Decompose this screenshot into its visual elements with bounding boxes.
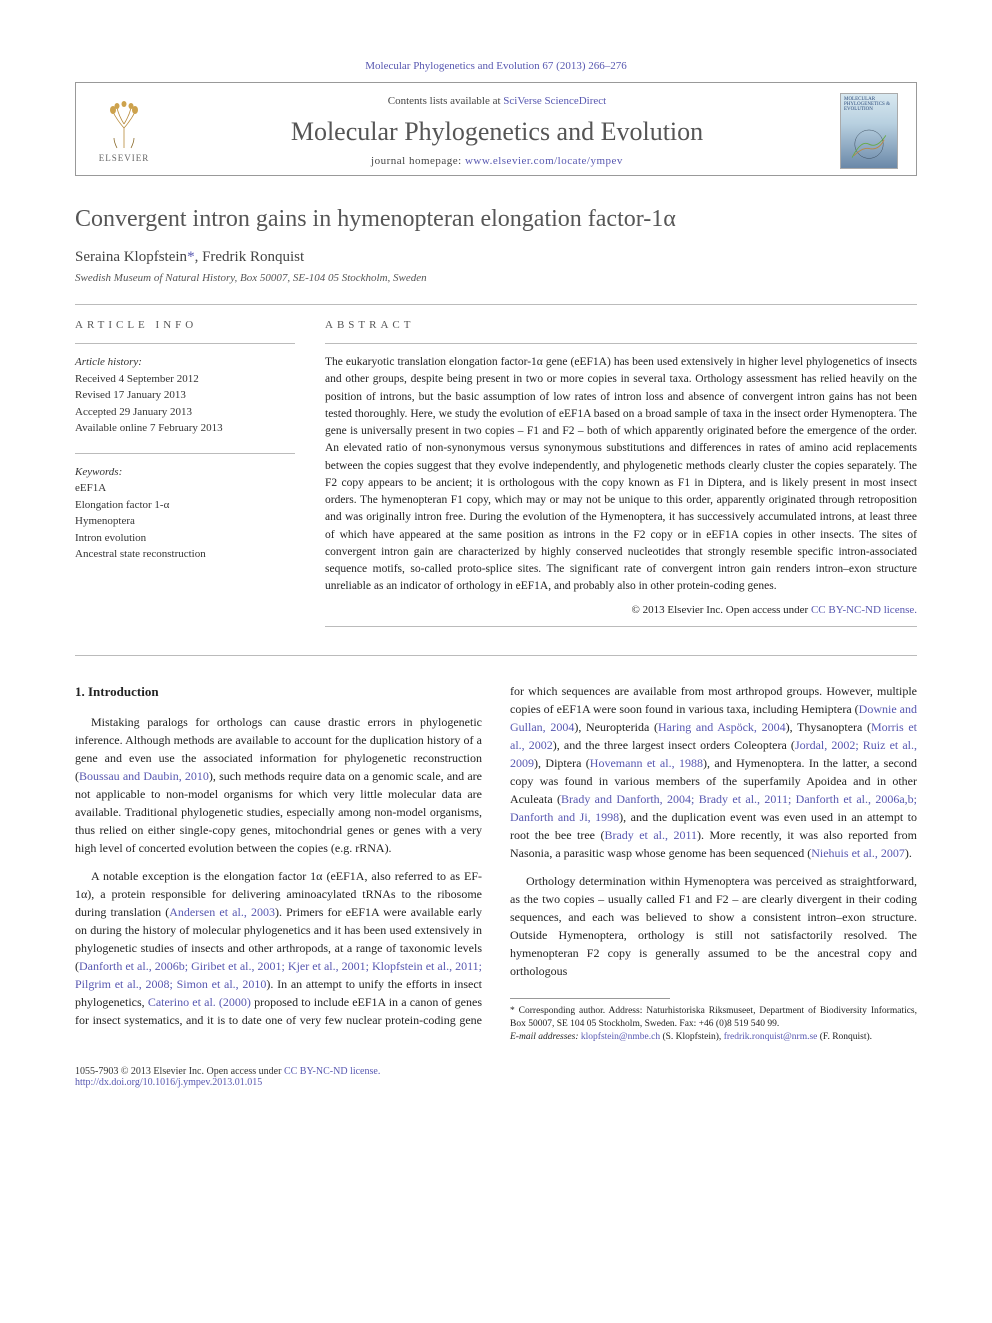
citation-link[interactable]: Boussau and Daubin, 2010 [79,769,209,783]
body-paragraph: Mistaking paralogs for orthologs can cau… [75,713,482,857]
body-text: ). [905,846,912,860]
info-divider [75,343,295,344]
copyright-text: © 2013 Elsevier Inc. [632,604,726,616]
copyright-line: © 2013 Elsevier Inc. Open access under C… [325,604,917,616]
info-divider [75,453,295,454]
article-title: Convergent intron gains in hymenopteran … [75,206,917,233]
accepted-date: Accepted 29 January 2013 [75,404,295,421]
received-date: Received 4 September 2012 [75,371,295,388]
keywords-block: Keywords: eEF1A Elongation factor 1-α Hy… [75,464,295,563]
footer-bar: 1055-7903 © 2013 Elsevier Inc. Open acce… [75,1066,917,1088]
divider [75,304,917,305]
abstract-heading: abstract [325,319,917,331]
online-date: Available online 7 February 2013 [75,420,295,437]
license-prefix: Open access under [206,1066,283,1077]
license-prefix: Open access under [726,604,811,616]
body-text: ), Neuropterida ( [574,720,658,734]
email-link[interactable]: fredrik.ronquist@nrm.se [724,1032,818,1042]
footnote-divider [510,998,670,999]
body-text: ), Thysanoptera ( [786,720,871,734]
journal-title: Molecular Phylogenetics and Evolution [154,117,840,147]
citation-link[interactable]: Brady et al., 2011 [604,828,697,842]
journal-homepage-link[interactable]: www.elsevier.com/locate/ympev [465,155,623,167]
full-divider [75,655,917,656]
citation-link[interactable]: Hovemann et al., 1988 [590,756,703,770]
email-label: E-mail addresses: [510,1032,581,1042]
keyword: eEF1A [75,480,295,497]
email-link[interactable]: klopfstein@nmbe.ch [581,1032,660,1042]
email-who: (F. Ronquist). [817,1032,872,1042]
contents-prefix: Contents lists available at [388,95,503,107]
authors-line: Seraina Klopfstein*, Fredrik Ronquist [75,249,917,266]
journal-cover-thumbnail: MOLECULAR PHYLOGENETICS & EVOLUTION [840,93,898,169]
citation-link[interactable]: Andersen et al., 2003 [169,905,275,919]
issn-copyright-line: 1055-7903 © 2013 Elsevier Inc. Open acce… [75,1066,380,1077]
abstract-divider-bottom [325,626,917,627]
body-text: ), Diptera ( [534,756,590,770]
license-link[interactable]: CC BY-NC-ND license. [284,1066,380,1077]
email-footnote: E-mail addresses: klopfstein@nmbe.ch (S.… [510,1031,917,1044]
corresponding-author-footnote: * Corresponding author. Address: Naturhi… [510,1005,917,1032]
keywords-label: Keywords: [75,464,295,481]
abstract-divider [325,343,917,344]
journal-cover-text: MOLECULAR PHYLOGENETICS & EVOLUTION [841,94,897,115]
keyword: Ancestral state reconstruction [75,546,295,563]
contents-available-line: Contents lists available at SciVerse Sci… [154,95,840,107]
email-who: (S. Klopfstein), [660,1032,724,1042]
homepage-prefix: journal homepage: [371,155,465,167]
abstract-text: The eukaryotic translation elongation fa… [325,354,917,596]
citation-link[interactable]: Haring and Aspöck, 2004 [658,720,786,734]
doi-link[interactable]: http://dx.doi.org/10.1016/j.ympev.2013.0… [75,1077,262,1088]
keyword: Elongation factor 1-α [75,497,295,514]
body-paragraph: Orthology determination within Hymenopte… [510,872,917,980]
journal-homepage-line: journal homepage: www.elsevier.com/locat… [154,155,840,167]
keyword: Intron evolution [75,530,295,547]
journal-header-box: ELSEVIER Contents lists available at Sci… [75,82,917,176]
citation-link[interactable]: Caterino et al. (2000) [148,995,251,1009]
sciencedirect-link[interactable]: SciVerse ScienceDirect [503,95,606,107]
issn-text: 1055-7903 © 2013 Elsevier Inc. [75,1066,206,1077]
body-columns: 1. Introduction Mistaking paralogs for o… [75,682,917,1045]
publisher-name: ELSEVIER [99,153,150,163]
license-link[interactable]: CC BY-NC-ND license. [811,604,917,616]
body-text: ), and the three largest insect orders C… [553,738,795,752]
elsevier-logo: ELSEVIER [94,96,154,166]
section-heading: 1. Introduction [75,682,482,702]
affiliation: Swedish Museum of Natural History, Box 5… [75,272,917,284]
keyword: Hymenoptera [75,513,295,530]
header-citation: Molecular Phylogenetics and Evolution 67… [75,60,917,72]
citation-link[interactable]: Niehuis et al., 2007 [811,846,905,860]
article-info-heading: article info [75,319,295,331]
article-history-block: Article history: Received 4 September 20… [75,354,295,437]
corresponding-marker: * [187,249,195,265]
history-label: Article history: [75,354,295,371]
elsevier-tree-icon [99,100,149,150]
author-2: , Fredrik Ronquist [195,249,305,265]
revised-date: Revised 17 January 2013 [75,387,295,404]
author-1: Seraina Klopfstein [75,249,187,265]
